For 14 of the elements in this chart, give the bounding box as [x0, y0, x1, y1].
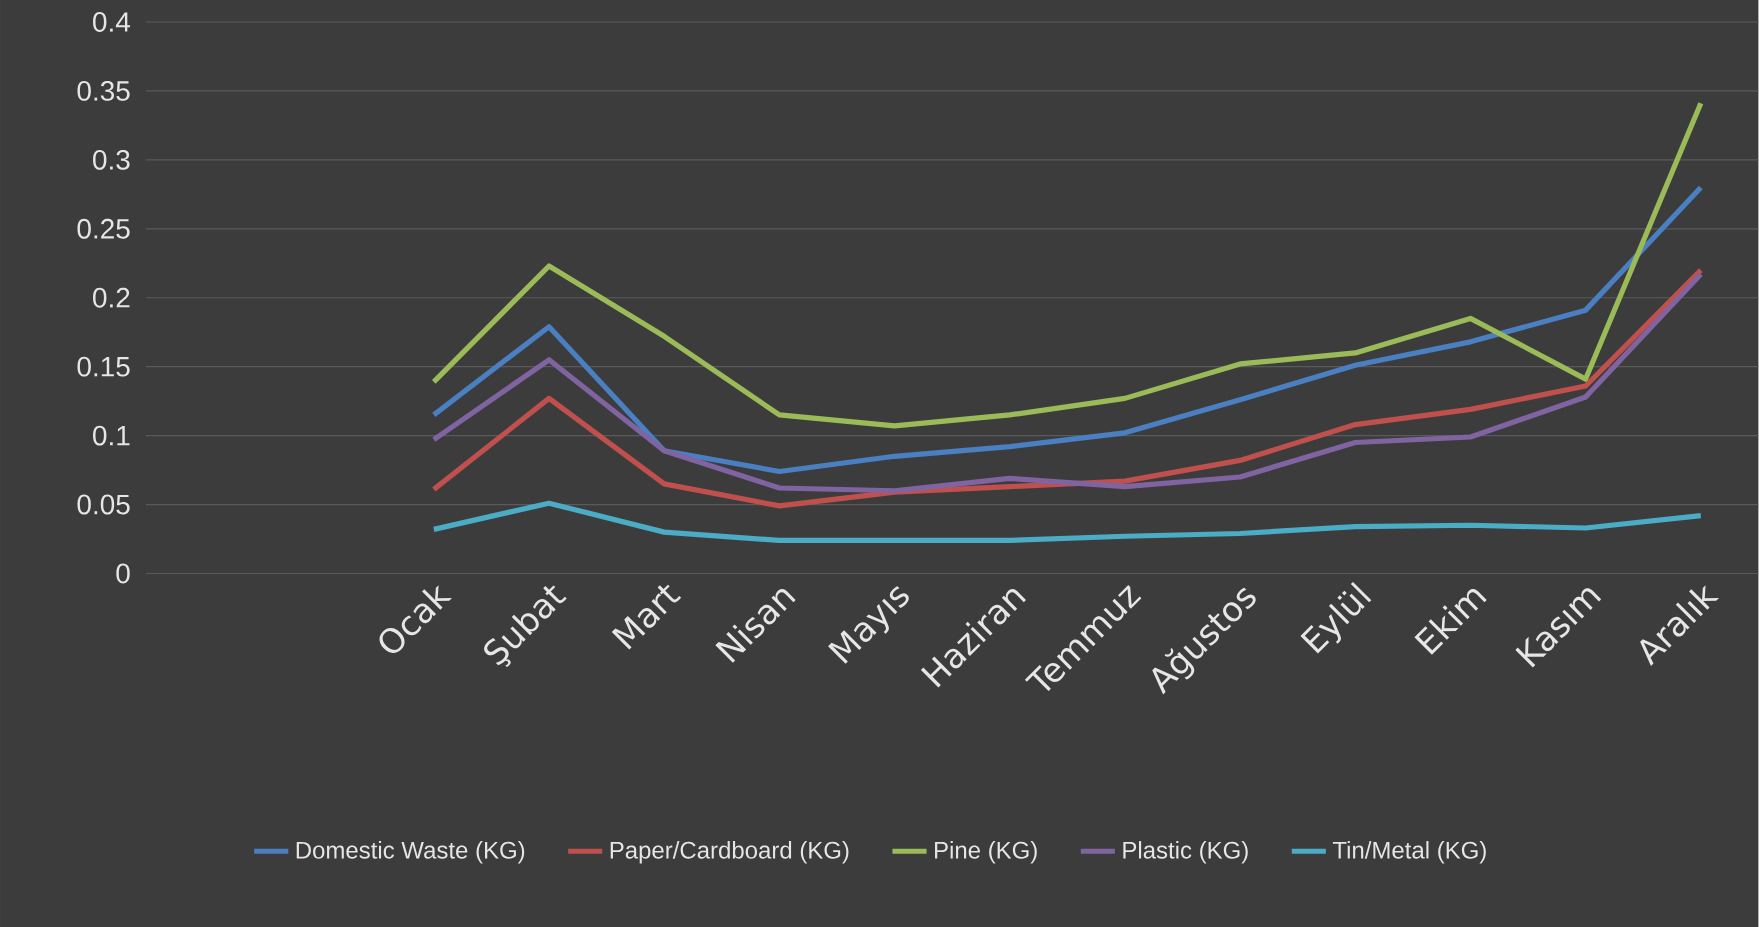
y-tick-label: 0.3 — [93, 149, 130, 170]
y-tick-label: 0.05 — [77, 494, 130, 515]
legend-label: Plastic (KG) — [1123, 841, 1248, 864]
y-tick-label: 0.2 — [93, 287, 130, 308]
legend-label: Paper/Cardboard (KG) — [610, 841, 849, 864]
y-tick-label: 0.1 — [93, 425, 130, 446]
legend-label: Tin/Metal (KG) — [1332, 841, 1486, 864]
y-tick-label: 0.25 — [77, 218, 130, 239]
y-tick-label: 0.4 — [93, 11, 130, 32]
y-tick-label: 0 — [116, 563, 130, 584]
y-tick-label: 0.15 — [77, 356, 130, 377]
y-tick-label: 0.35 — [77, 80, 130, 101]
legend-label: Pine (KG) — [935, 841, 1037, 864]
legend-label: Domestic Waste (KG) — [296, 841, 525, 864]
